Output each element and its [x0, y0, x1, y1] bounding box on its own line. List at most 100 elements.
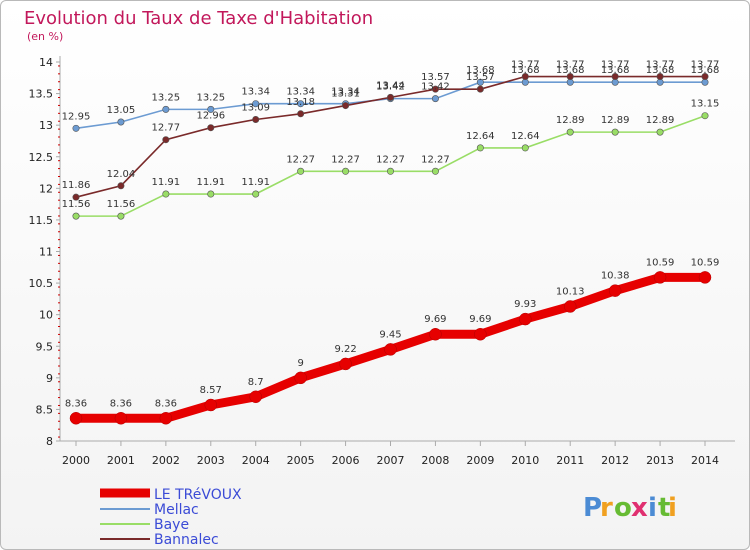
data-point — [204, 398, 218, 412]
y-tick-label: 13 — [39, 119, 53, 132]
chart-title: Evolution du Taux de Taxe d'Habitation — [24, 8, 373, 29]
x-tick-label: 2009 — [466, 454, 494, 467]
y-tick-label: 8 — [46, 435, 53, 448]
data-label: 12.27 — [421, 154, 450, 165]
data-label: 12.27 — [376, 154, 405, 165]
data-point — [566, 128, 574, 136]
data-label: 9.45 — [379, 329, 401, 340]
x-tick-label: 2003 — [197, 454, 225, 467]
y-tick-label: 9.5 — [36, 340, 54, 353]
data-label: 12.89 — [646, 115, 675, 126]
data-label: 13.77 — [646, 60, 675, 71]
data-label: 13.44 — [376, 80, 405, 91]
logo-letter: x — [631, 493, 648, 523]
x-tick-label: 2001 — [107, 454, 135, 467]
data-label: 13.05 — [107, 105, 136, 116]
series-baye — [72, 112, 709, 220]
data-label: 13.25 — [196, 92, 225, 103]
data-label: 13.34 — [241, 87, 270, 98]
data-label: 11.56 — [107, 199, 136, 210]
data-point — [294, 371, 307, 385]
x-tick-label: 2008 — [421, 454, 449, 467]
data-label: 10.38 — [601, 271, 630, 282]
x-axis-ticks: 2000 2001 2002 2003 2004 2005 2006 2007 2008 2009… — [62, 441, 719, 467]
data-point — [476, 144, 484, 152]
data-point — [72, 124, 80, 132]
data-label: 13.68 — [466, 65, 495, 76]
data-point — [252, 100, 260, 108]
data-label: 13.25 — [152, 92, 181, 103]
data-point — [386, 167, 394, 175]
data-point — [117, 118, 125, 126]
data-labels: 12.95 13.05 13.25 13.25 13.34 13.34 13.34 13.42… — [62, 60, 720, 410]
data-label: 13.68 — [556, 65, 585, 76]
legend-label: Mellac — [154, 502, 199, 518]
data-label: 8.36 — [65, 398, 87, 409]
legend-label: Baye — [154, 517, 189, 533]
x-tick-label: 2004 — [242, 454, 270, 467]
x-tick-label: 2002 — [152, 454, 180, 467]
data-label: 8.36 — [155, 398, 177, 409]
data-label: 10.13 — [556, 286, 585, 297]
data-point — [611, 73, 619, 81]
logo-letter: i — [648, 493, 657, 523]
data-point — [342, 102, 350, 110]
series-layer — [69, 73, 712, 425]
data-point — [656, 73, 664, 81]
data-label: 13.68 — [691, 65, 720, 76]
data-point — [476, 78, 484, 86]
data-label: 13.34 — [286, 87, 315, 98]
y-tick-label: 11.5 — [29, 214, 54, 227]
series-bannalec — [72, 73, 709, 201]
data-label: 12.77 — [152, 123, 181, 134]
y-tick-label: 11 — [39, 246, 53, 259]
logo-letter: r — [600, 493, 613, 523]
data-point — [207, 105, 215, 113]
x-tick-label: 2005 — [287, 454, 315, 467]
data-label: 11.91 — [152, 177, 181, 188]
legend-label: LE TRéVOUX — [154, 487, 242, 503]
legend-item-le-trevoux: LE TRéVOUX — [100, 487, 242, 503]
data-label: 11.56 — [62, 199, 91, 210]
data-point — [69, 412, 83, 425]
x-tick-label: 2012 — [601, 454, 629, 467]
x-tick-label: 2011 — [556, 454, 584, 467]
x-tick-label: 2007 — [377, 454, 405, 467]
data-label: 9 — [297, 358, 303, 369]
data-point — [72, 212, 80, 220]
data-label: 13.18 — [286, 97, 315, 108]
data-point — [701, 112, 709, 120]
data-label: 12.89 — [556, 115, 585, 126]
data-point — [207, 190, 215, 198]
x-tick-label: 2000 — [62, 454, 90, 467]
data-label: 12.27 — [331, 154, 360, 165]
data-label: 13.15 — [691, 99, 720, 110]
series-le-tr-voux — [69, 271, 712, 425]
data-label: 13.77 — [601, 60, 630, 71]
data-label: 9.93 — [514, 299, 536, 310]
data-label: 13.77 — [556, 60, 585, 71]
data-label: 13.34 — [331, 87, 360, 98]
data-label: 12.27 — [286, 154, 315, 165]
data-label: 10.59 — [646, 257, 675, 268]
data-point — [476, 85, 484, 93]
data-point — [386, 93, 394, 101]
data-point — [72, 193, 80, 201]
x-tick-label: 2010 — [511, 454, 539, 467]
data-label: 13.68 — [511, 65, 540, 76]
data-point — [431, 95, 439, 103]
data-point — [117, 182, 125, 190]
data-point — [563, 300, 577, 313]
data-point — [608, 284, 622, 297]
data-label: 12.95 — [62, 111, 91, 122]
data-point — [521, 73, 529, 81]
data-point — [162, 136, 170, 144]
data-point — [162, 190, 170, 198]
data-point — [521, 144, 529, 152]
y-tick-label: 13.5 — [29, 88, 54, 101]
data-point — [207, 124, 215, 132]
data-label: 9.69 — [469, 314, 491, 325]
y-tick-label: 8.5 — [36, 403, 54, 416]
logo-letter: t — [658, 493, 670, 523]
